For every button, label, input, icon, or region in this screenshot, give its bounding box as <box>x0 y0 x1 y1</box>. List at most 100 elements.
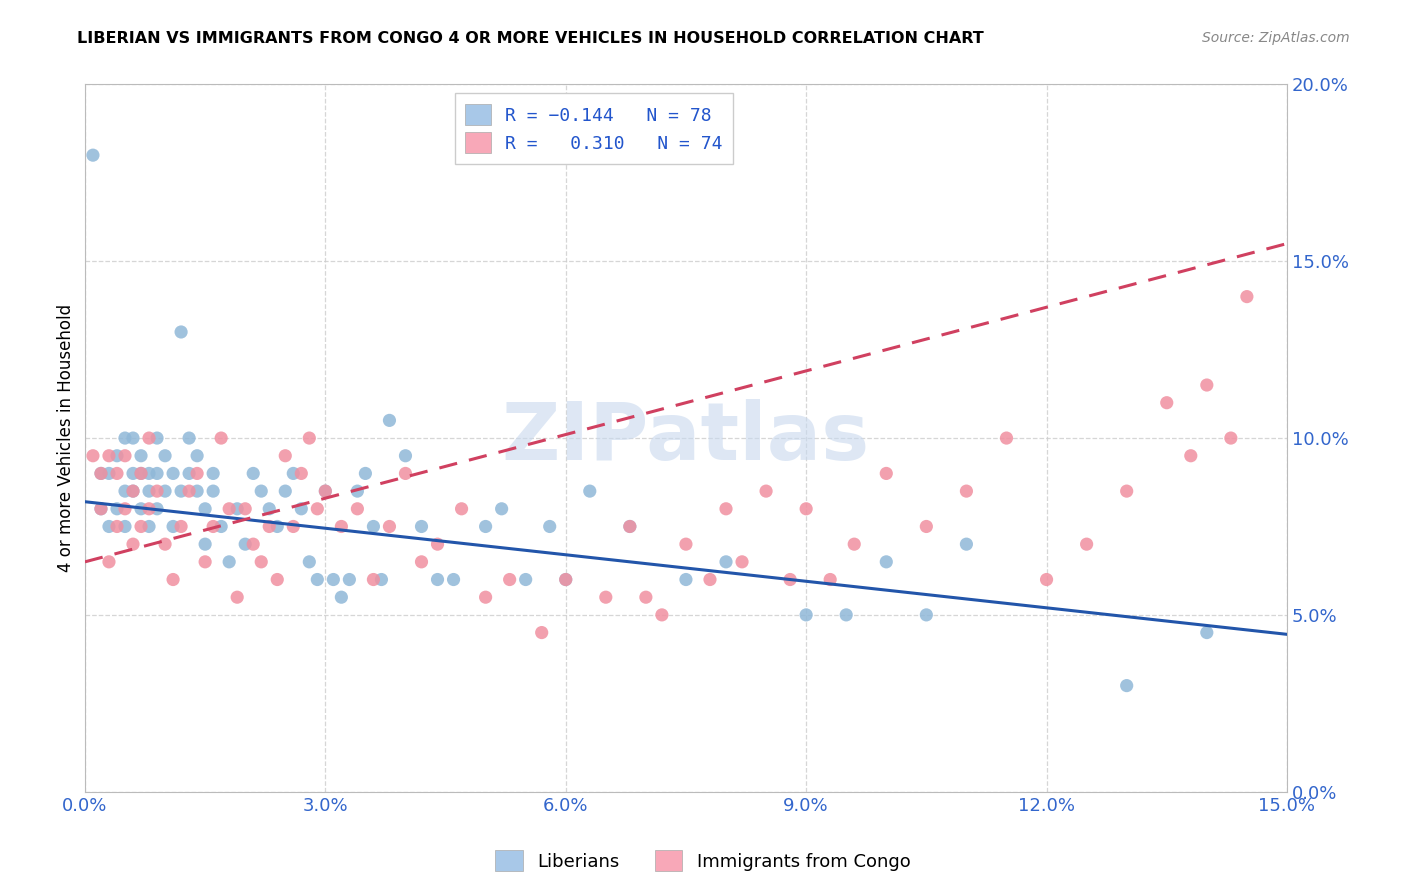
Point <box>955 484 977 499</box>
Point <box>1115 484 1137 499</box>
Point <box>290 501 312 516</box>
Point <box>491 501 513 516</box>
Legend: Liberians, Immigrants from Congo: Liberians, Immigrants from Congo <box>488 843 918 879</box>
Point <box>266 573 288 587</box>
Point <box>138 519 160 533</box>
Point <box>498 573 520 587</box>
Point <box>90 467 112 481</box>
Point <box>875 467 897 481</box>
Point <box>218 501 240 516</box>
Point <box>226 591 249 605</box>
Point <box>105 501 128 516</box>
Point <box>450 501 472 516</box>
Point <box>146 501 169 516</box>
Point <box>1076 537 1098 551</box>
Point <box>209 519 232 533</box>
Point <box>346 484 368 499</box>
Point <box>915 519 938 533</box>
Point <box>1156 395 1178 409</box>
Point <box>186 449 208 463</box>
Point <box>330 519 353 533</box>
Point <box>699 573 721 587</box>
Point <box>105 449 128 463</box>
Point <box>90 501 112 516</box>
Point <box>153 484 176 499</box>
Point <box>209 431 232 445</box>
Point <box>314 484 336 499</box>
Point <box>202 484 225 499</box>
Point <box>122 431 145 445</box>
Point <box>1195 625 1218 640</box>
Point <box>186 467 208 481</box>
Point <box>651 607 673 622</box>
Point <box>578 484 600 499</box>
Point <box>675 537 697 551</box>
Point <box>426 573 449 587</box>
Point <box>114 449 136 463</box>
Point <box>675 573 697 587</box>
Point <box>90 501 112 516</box>
Point <box>194 555 217 569</box>
Point <box>98 467 121 481</box>
Point <box>755 484 778 499</box>
Point <box>153 537 176 551</box>
Point <box>1195 378 1218 392</box>
Point <box>426 537 449 551</box>
Point <box>98 519 121 533</box>
Point <box>177 467 200 481</box>
Point <box>619 519 641 533</box>
Point <box>146 431 169 445</box>
Point <box>82 449 104 463</box>
Point <box>105 467 128 481</box>
Point <box>818 573 841 587</box>
Point <box>114 484 136 499</box>
Text: LIBERIAN VS IMMIGRANTS FROM CONGO 4 OR MORE VEHICLES IN HOUSEHOLD CORRELATION CH: LIBERIAN VS IMMIGRANTS FROM CONGO 4 OR M… <box>77 31 984 46</box>
Point <box>90 467 112 481</box>
Point <box>835 607 858 622</box>
Point <box>619 519 641 533</box>
Point <box>314 484 336 499</box>
Point <box>162 519 184 533</box>
Point <box>411 519 433 533</box>
Point <box>257 501 280 516</box>
Point <box>138 484 160 499</box>
Point <box>114 501 136 516</box>
Point <box>443 573 465 587</box>
Point <box>1236 290 1258 304</box>
Point <box>794 501 817 516</box>
Point <box>554 573 576 587</box>
Point <box>298 555 321 569</box>
Point <box>394 467 416 481</box>
Point <box>378 413 401 427</box>
Point <box>114 431 136 445</box>
Point <box>138 501 160 516</box>
Point <box>122 537 145 551</box>
Point <box>98 555 121 569</box>
Point <box>177 431 200 445</box>
Point <box>170 325 193 339</box>
Point <box>122 467 145 481</box>
Point <box>129 467 152 481</box>
Point <box>146 484 169 499</box>
Point <box>330 591 353 605</box>
Point <box>1180 449 1202 463</box>
Point <box>354 467 377 481</box>
Point <box>233 537 256 551</box>
Point <box>915 607 938 622</box>
Point <box>1035 573 1057 587</box>
Point <box>794 607 817 622</box>
Point <box>955 537 977 551</box>
Point <box>322 573 344 587</box>
Point <box>346 501 368 516</box>
Point <box>138 467 160 481</box>
Point <box>162 467 184 481</box>
Point <box>363 573 385 587</box>
Point <box>515 573 537 587</box>
Point <box>194 537 217 551</box>
Point <box>779 573 801 587</box>
Point <box>226 501 249 516</box>
Point <box>283 519 305 533</box>
Point <box>378 519 401 533</box>
Text: ZIPatlas: ZIPatlas <box>502 399 870 477</box>
Point <box>170 519 193 533</box>
